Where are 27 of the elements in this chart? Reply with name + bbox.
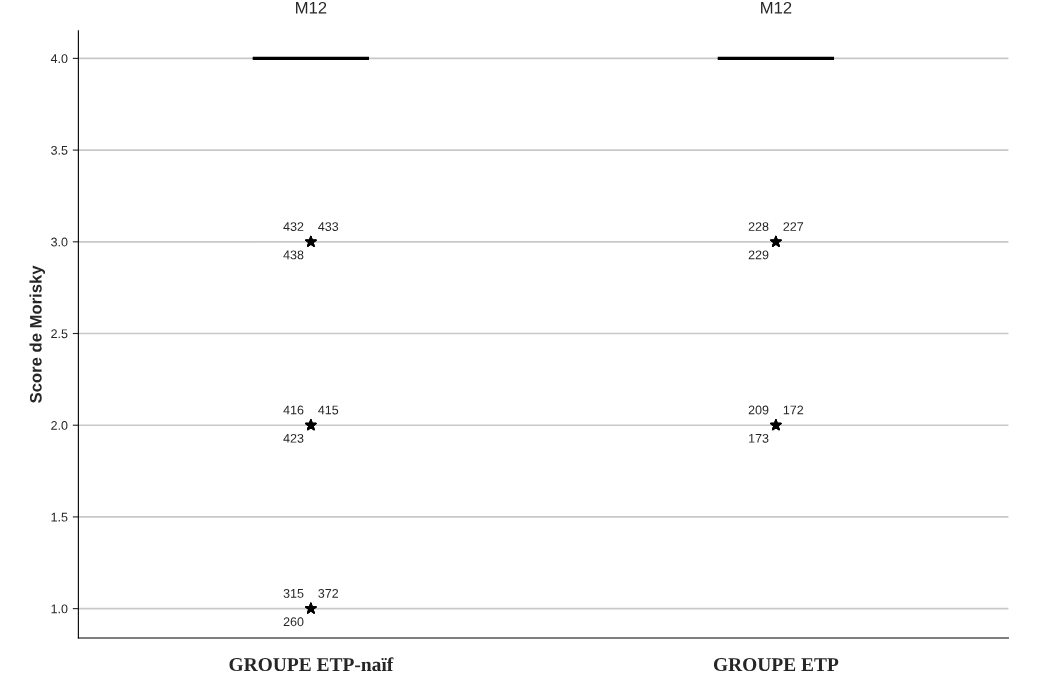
y-tick-label: 3.0 [51,237,68,247]
annotation: 432 [283,222,304,231]
annotation: 172 [783,405,804,415]
annotation: 209 [748,405,769,415]
y-tick-label: 3.5 [51,145,68,155]
y-tick-label: 1.5 [51,512,68,522]
y-axis-title: Score de Morisky [29,265,46,403]
annotation: 227 [783,222,804,231]
text: M12 [296,1,327,14]
annotation: 423 [283,433,304,443]
annotation: 228 [748,222,769,231]
x-tick-label: GROUPE ETP-naïf [229,657,394,672]
annotation: 229 [748,250,769,260]
annotation: 438 [283,250,304,260]
annotation: 433 [318,222,339,231]
y-tick-label: 4.0 [50,54,68,64]
annotation: 372 [318,588,339,598]
y-tick-label: 2.0 [51,421,68,430]
annotation: 415 [318,405,339,415]
annotation: 416 [283,405,304,415]
x-tick-label: GROUPE ETP [713,658,839,672]
text: M12 [761,1,792,14]
y-tick-label: 2.5 [51,329,68,339]
annotation: 260 [283,617,304,627]
y-tick-label: 1.0 [51,604,68,614]
annotation: 173 [749,433,769,443]
annotation: 315 [283,588,304,598]
